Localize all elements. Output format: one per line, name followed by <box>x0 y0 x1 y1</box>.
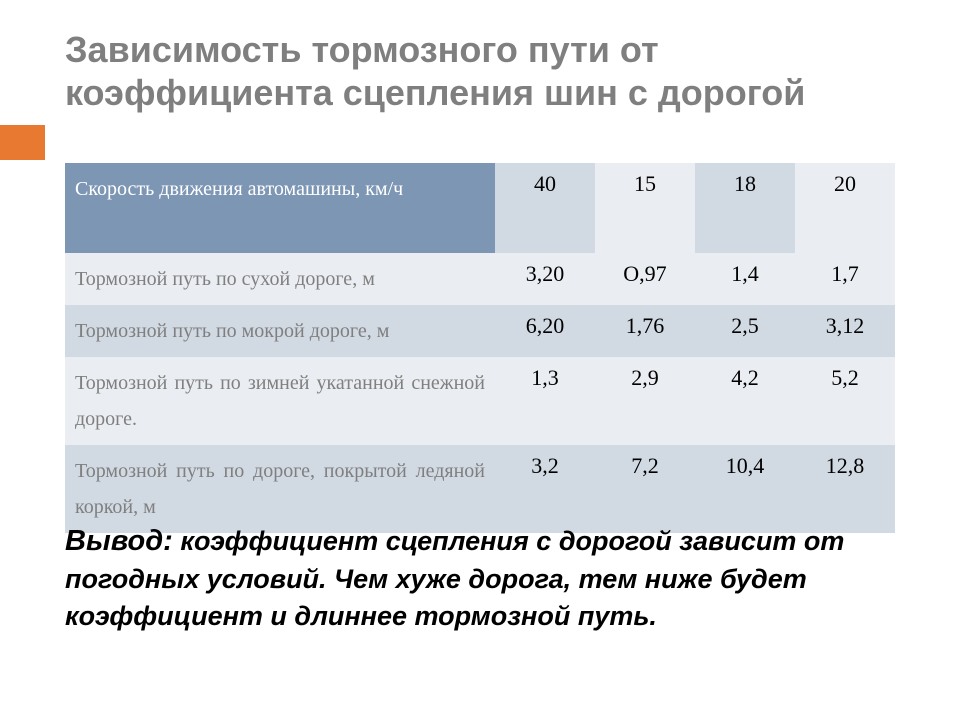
data-table: Скорость движения автомашины, км/ч 40 15… <box>65 163 895 533</box>
cell: 40 <box>495 163 595 253</box>
cell: 18 <box>695 163 795 253</box>
cell: 7,2 <box>595 445 695 533</box>
accent-bar <box>0 125 45 160</box>
cell: 10,4 <box>695 445 795 533</box>
cell: 3,2 <box>495 445 595 533</box>
cell: 2,5 <box>695 305 795 357</box>
cell: 4,2 <box>695 357 795 445</box>
cell: 3,20 <box>495 253 595 305</box>
conclusion-lead: Вывод: <box>65 525 173 557</box>
row-label: Тормозной путь по сухой дороге, м <box>65 253 495 305</box>
table-row: Скорость движения автомашины, км/ч 40 15… <box>65 163 895 253</box>
cell: 1,7 <box>795 253 895 305</box>
conclusion-text: Вывод: коэффициент сцепления с дорогой з… <box>65 522 895 634</box>
cell: 20 <box>795 163 895 253</box>
row-label: Скорость движения автомашины, км/ч <box>65 163 495 253</box>
cell: 12,8 <box>795 445 895 533</box>
cell: 1,3 <box>495 357 595 445</box>
cell: 6,20 <box>495 305 595 357</box>
cell: 2,9 <box>595 357 695 445</box>
cell: 1,76 <box>595 305 695 357</box>
table-row: Тормозной путь по дороге, покрытой ледян… <box>65 445 895 533</box>
table-row: Тормозной путь по зимней укатанной снежн… <box>65 357 895 445</box>
slide-title: Зависимость тормозного пути от коэффицие… <box>65 28 895 114</box>
row-label: Тормозной путь по мокрой дороге, м <box>65 305 495 357</box>
cell: 3,12 <box>795 305 895 357</box>
cell: О,97 <box>595 253 695 305</box>
row-label: Тормозной путь по дороге, покрытой ледян… <box>65 445 495 533</box>
table-row: Тормозной путь по мокрой дороге, м 6,20 … <box>65 305 895 357</box>
table-row: Тормозной путь по сухой дороге, м 3,20 О… <box>65 253 895 305</box>
row-label: Тормозной путь по зимней укатанной снежн… <box>65 357 495 445</box>
conclusion-body: коэффициент сцепления с дорогой зависит … <box>65 526 844 631</box>
cell: 15 <box>595 163 695 253</box>
cell: 1,4 <box>695 253 795 305</box>
cell: 5,2 <box>795 357 895 445</box>
